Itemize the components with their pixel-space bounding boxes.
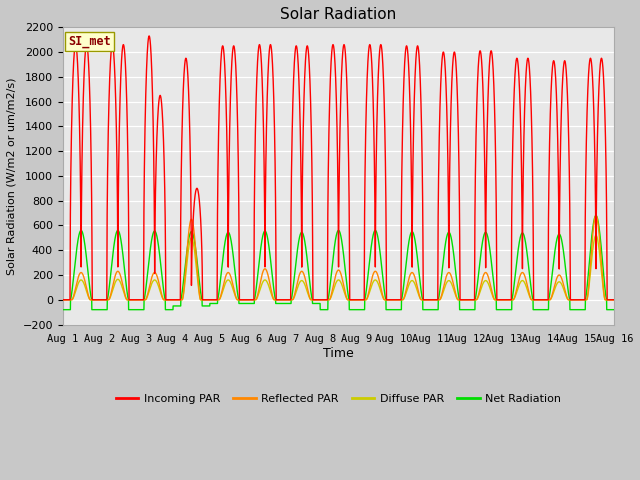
X-axis label: Time: Time [323,347,354,360]
Y-axis label: Solar Radiation (W/m2 or um/m2/s): Solar Radiation (W/m2 or um/m2/s) [7,77,17,275]
Legend: Incoming PAR, Reflected PAR, Diffuse PAR, Net Radiation: Incoming PAR, Reflected PAR, Diffuse PAR… [111,389,566,408]
Text: SI_met: SI_met [68,35,111,48]
Title: Solar Radiation: Solar Radiation [280,7,397,22]
